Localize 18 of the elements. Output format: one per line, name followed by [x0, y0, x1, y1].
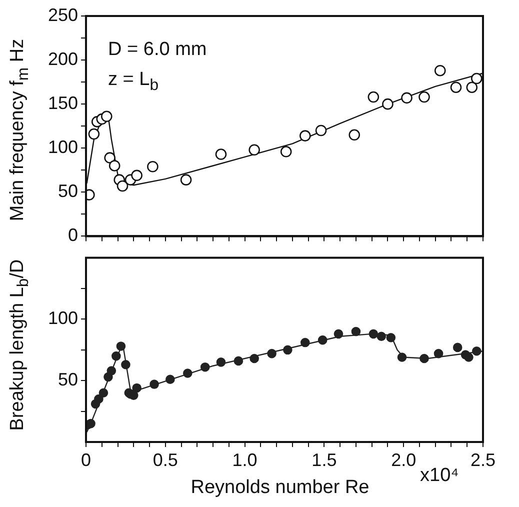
y-tick-label: 0	[68, 225, 78, 246]
x-tick-label: 1.5	[312, 450, 337, 470]
y-tick-label: 150	[48, 93, 78, 114]
y-tick-label: 100	[48, 308, 78, 328]
x-tick-label: 2.5	[470, 450, 496, 470]
y-tick-label: 200	[48, 49, 78, 70]
y-tick-label: 100	[48, 137, 78, 158]
annotation: z = L$_{b}$	[108, 69, 159, 94]
x-tick-label: 0	[80, 450, 92, 470]
text: x10⁴	[420, 465, 459, 486]
y-tick-label: 50	[58, 181, 78, 202]
x-tick-label: 1.0	[232, 450, 258, 470]
x-tick-label: 2.0	[391, 450, 416, 470]
x-tick-label: 0.5	[152, 450, 178, 470]
y-tick-label: 250	[48, 4, 78, 25]
y-tick-label: 50	[58, 370, 78, 390]
x-axis-title: Reynolds number Re	[190, 477, 370, 498]
annotation: D = 6.0 mm	[108, 39, 207, 60]
